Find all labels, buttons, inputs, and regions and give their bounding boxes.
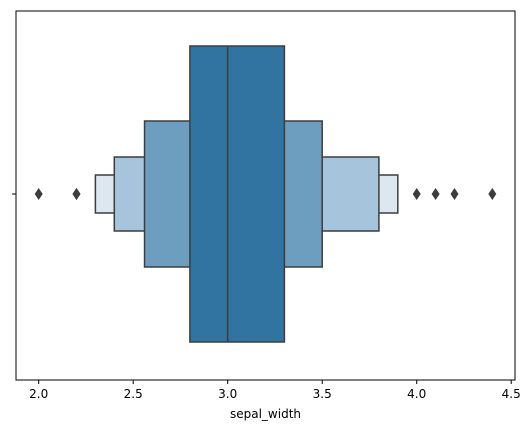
x-tick-label: 4.0 xyxy=(407,387,426,401)
x-tick-label: 3.0 xyxy=(218,387,237,401)
x-tick-label: 2.5 xyxy=(124,387,143,401)
outlier-point-2 xyxy=(72,188,81,200)
outlier-point-3 xyxy=(412,188,421,200)
axes-frame xyxy=(15,10,516,381)
x-tick-label: 4.5 xyxy=(502,387,521,401)
x-tick-label: 2.0 xyxy=(29,387,48,401)
plot-area: 2.0 2.5 3.0 3.5 4.0 4.5 xyxy=(12,10,521,401)
x-axis-label: sepal_width xyxy=(230,407,301,421)
outlier-point-5 xyxy=(450,188,459,200)
outlier-point-0 xyxy=(34,188,43,200)
outlier-point-4 xyxy=(431,188,440,200)
outlier-point-6 xyxy=(488,188,497,200)
x-tick-label: 3.5 xyxy=(313,387,332,401)
box-level-1 xyxy=(189,45,286,343)
